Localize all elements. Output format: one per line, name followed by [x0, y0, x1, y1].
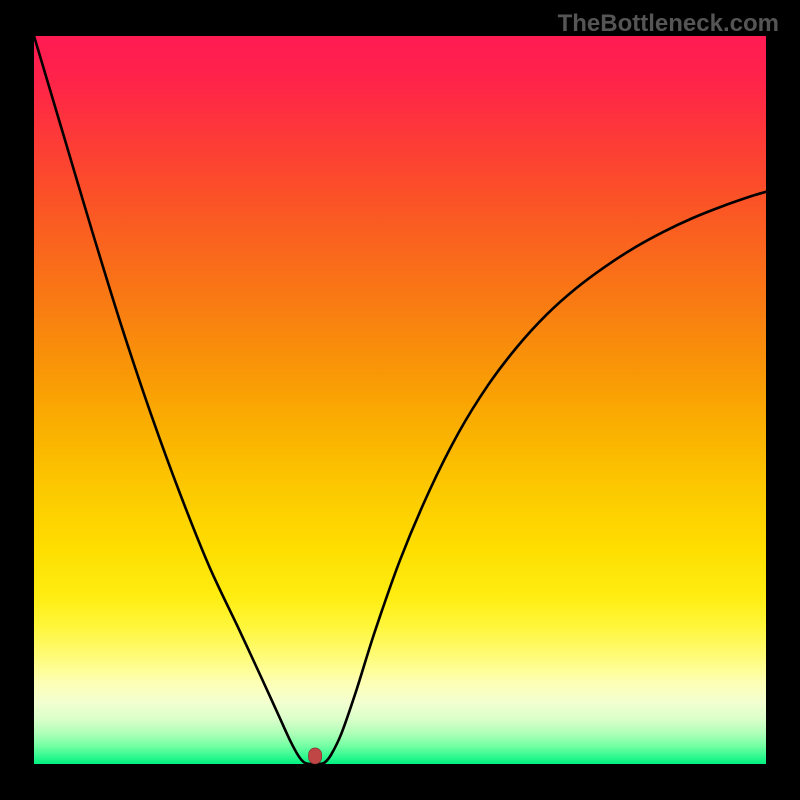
chart-root: TheBottleneck.com [0, 0, 800, 800]
optimal-point-marker [309, 748, 322, 764]
plot-area [34, 36, 766, 764]
bottleneck-curve-chart: TheBottleneck.com [0, 0, 800, 800]
watermark-text: TheBottleneck.com [558, 10, 779, 37]
